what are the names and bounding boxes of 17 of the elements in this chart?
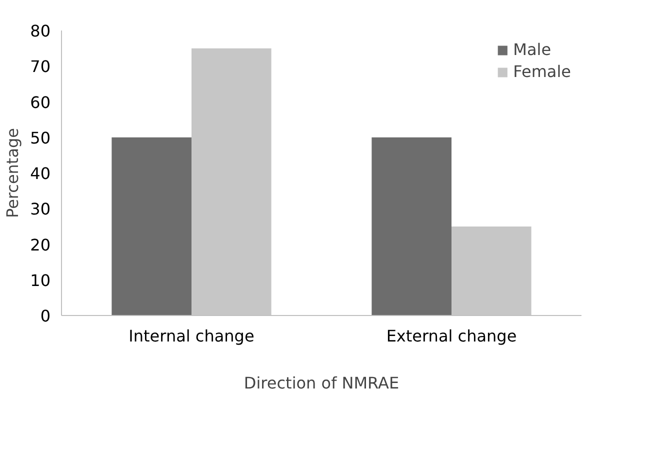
y-tick-label: 60 [30, 92, 50, 112]
bar [372, 137, 452, 316]
y-axis-title: Percentage [3, 128, 22, 218]
y-tick-label: 10 [30, 270, 50, 290]
y-tick-label: 40 [30, 164, 50, 183]
x-axis-title: Direction of NMRAE [244, 374, 400, 392]
y-tick-label: 80 [30, 22, 50, 40]
x-tick-label: External change [386, 326, 517, 346]
y-tick-label: 70 [30, 57, 50, 76]
x-tick-label: Internal change [128, 326, 254, 346]
legend-label: Male [513, 40, 552, 59]
y-tick-label: 50 [30, 128, 50, 148]
y-tick-label: 20 [30, 235, 50, 254]
legend-label: Female [513, 62, 571, 81]
y-tick-label: 30 [30, 200, 50, 219]
bar [112, 137, 192, 316]
y-tick-label: 0 [40, 306, 51, 326]
